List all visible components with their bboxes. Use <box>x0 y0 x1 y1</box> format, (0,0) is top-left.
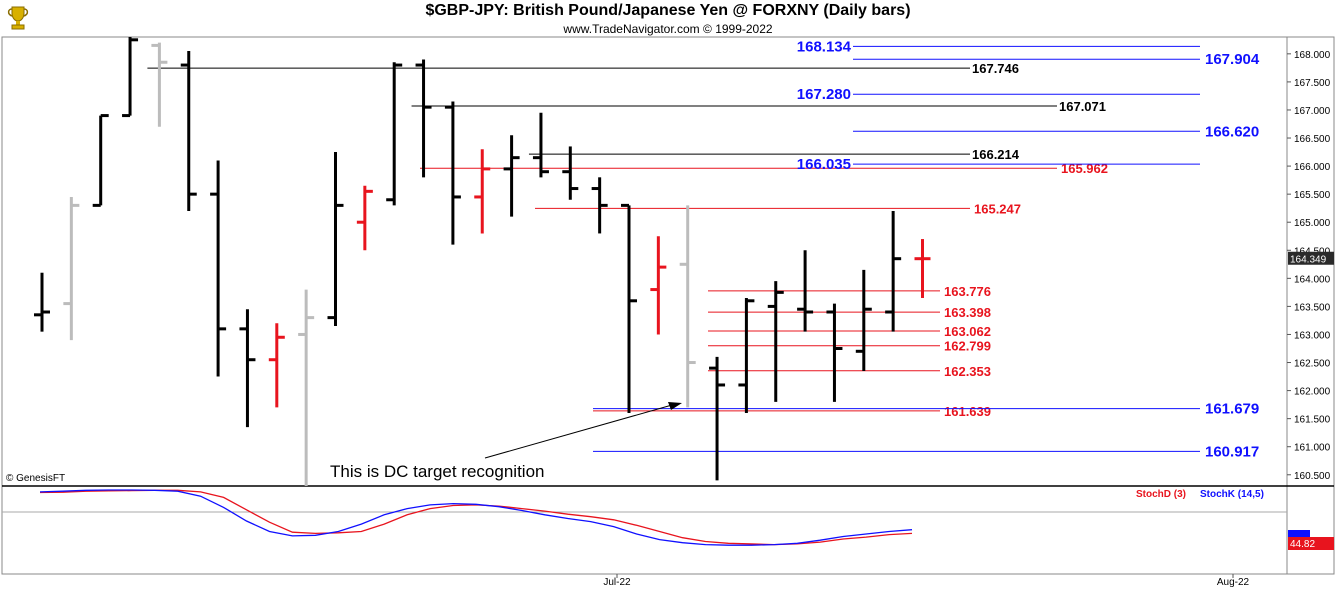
price-bar <box>650 236 667 335</box>
y-tick-label: 162.500 <box>1294 359 1331 370</box>
price-bar <box>92 114 109 207</box>
y-tick-label: 164.000 <box>1294 274 1331 285</box>
level-label: 167.904 <box>1205 51 1260 68</box>
y-tick-label: 165.000 <box>1294 218 1331 229</box>
date-axis: Jul-22 Aug-22 <box>603 574 1250 588</box>
price-bar <box>122 37 139 118</box>
chart-frame <box>1 36 1335 575</box>
price-bar <box>709 356 726 481</box>
osc-value-marker <box>1288 530 1310 538</box>
price-bar <box>855 269 872 371</box>
level-label: 165.962 <box>1061 161 1108 176</box>
price-bar <box>591 177 608 234</box>
legend-stochk: StochK (14,5) <box>1200 489 1264 500</box>
chart-title: $GBP-JPY: British Pound/Japanese Yen @ F… <box>425 2 911 19</box>
level-label: 161.639 <box>944 404 991 419</box>
y-tick-label: 166.000 <box>1294 162 1331 173</box>
level-label: 163.776 <box>944 284 991 299</box>
price-bar <box>444 101 461 245</box>
x-tick-label: Jul-22 <box>603 577 631 588</box>
level-label: 166.214 <box>972 147 1020 162</box>
level-label: 165.247 <box>974 201 1021 216</box>
price-axis: 168.000 167.500 167.000 166.500 166.000 165.5… <box>1287 50 1334 482</box>
level-label: 166.620 <box>1205 123 1259 140</box>
price-bar <box>503 135 520 217</box>
price-levels: 167.746 167.071 166.214 165.962 165.247 163.7… <box>147 38 1260 460</box>
y-tick-label: 167.000 <box>1294 106 1331 117</box>
y-tick-label: 163.000 <box>1294 330 1331 341</box>
price-bar <box>532 112 549 178</box>
outer-border <box>1 36 1335 575</box>
price-bar <box>239 309 256 428</box>
osc-line <box>39 489 913 546</box>
annotation-arrow: This is DC target recognition <box>330 402 682 481</box>
annotation-arrow-line <box>484 404 673 459</box>
x-tick-label: Aug-22 <box>1217 577 1250 588</box>
price-bar <box>621 203 637 414</box>
annotation-text: This is DC target recognition <box>330 462 544 481</box>
price-bar <box>738 297 755 414</box>
y-tick-label: 160.500 <box>1294 471 1331 482</box>
level-label: 160.917 <box>1205 443 1259 460</box>
y-tick-label: 161.000 <box>1294 443 1331 454</box>
level-label: 166.035 <box>797 156 851 173</box>
price-bar <box>298 289 315 486</box>
level-label: 167.071 <box>1059 99 1106 114</box>
annotation-arrowhead <box>668 402 682 410</box>
chart-subtitle: www.TradeNavigator.com © 1999-2022 <box>563 22 773 36</box>
y-tick-label: 167.500 <box>1294 78 1331 89</box>
osc-line <box>39 489 913 546</box>
osc-value-tag <box>1288 537 1334 550</box>
price-bar <box>914 239 931 298</box>
last-price-label: 164.349 <box>1290 255 1327 266</box>
price-bar <box>268 323 285 408</box>
price-bars <box>34 37 931 486</box>
price-bar <box>356 185 373 251</box>
price-bar <box>63 196 80 341</box>
level-label: 162.353 <box>944 364 991 379</box>
level-label: 161.679 <box>1205 401 1259 418</box>
credit-text: © GenesisFT <box>6 473 66 484</box>
price-bar <box>151 42 168 127</box>
level-label: 163.062 <box>944 324 991 339</box>
price-bar <box>327 152 344 327</box>
price-bar <box>415 59 432 178</box>
price-bar <box>767 281 784 402</box>
osc-value-label: 44.82 <box>1290 539 1315 550</box>
y-tick-label: 168.000 <box>1294 50 1331 61</box>
price-bar <box>474 149 491 234</box>
trophy-icon <box>7 6 29 30</box>
level-label: 162.799 <box>944 339 991 354</box>
oscillator-panel: 44.82 <box>39 489 1334 550</box>
price-bar <box>180 51 197 211</box>
price-bar <box>797 250 814 332</box>
last-price-tag <box>1288 251 1334 265</box>
y-tick-label: 161.500 <box>1294 415 1331 426</box>
price-bar <box>34 272 50 332</box>
price-bar <box>562 146 579 200</box>
legend-stochd: StochD (3) <box>1136 489 1186 500</box>
level-label: 167.280 <box>797 86 851 103</box>
y-tick-label: 162.000 <box>1294 387 1331 398</box>
y-tick-label: 163.500 <box>1294 302 1331 313</box>
y-tick-label: 166.500 <box>1294 134 1331 145</box>
level-label: 168.134 <box>797 38 852 55</box>
level-label: 163.398 <box>944 305 991 320</box>
price-bar <box>679 205 696 408</box>
level-label: 167.746 <box>972 61 1019 76</box>
price-bar <box>210 160 227 377</box>
price-bar <box>386 62 403 206</box>
price-bar <box>826 303 843 402</box>
y-tick-label: 165.500 <box>1294 190 1331 201</box>
price-bar <box>885 210 902 332</box>
